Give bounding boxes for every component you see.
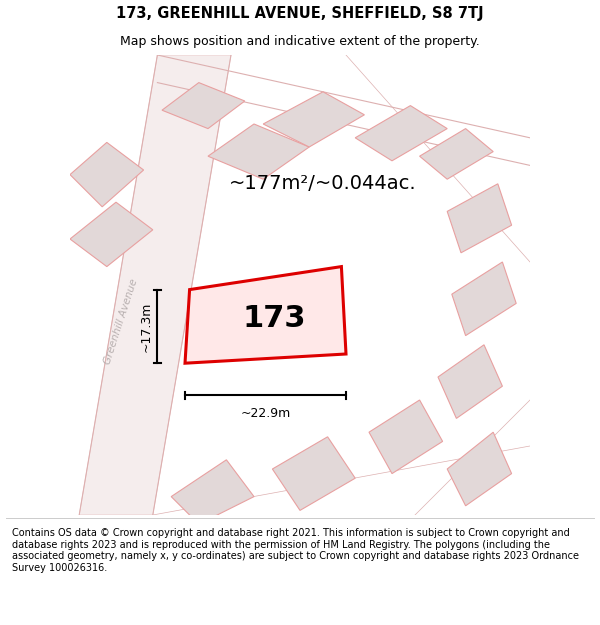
- Polygon shape: [185, 267, 346, 363]
- Polygon shape: [419, 129, 493, 179]
- Polygon shape: [452, 262, 516, 336]
- Text: Map shows position and indicative extent of the property.: Map shows position and indicative extent…: [120, 35, 480, 48]
- Text: 173: 173: [243, 304, 307, 333]
- Polygon shape: [438, 345, 502, 418]
- Polygon shape: [79, 55, 231, 515]
- Polygon shape: [369, 400, 443, 474]
- Text: ~22.9m: ~22.9m: [241, 407, 290, 420]
- Text: ~177m²/~0.044ac.: ~177m²/~0.044ac.: [229, 174, 417, 193]
- Polygon shape: [447, 432, 512, 506]
- Text: 173, GREENHILL AVENUE, SHEFFIELD, S8 7TJ: 173, GREENHILL AVENUE, SHEFFIELD, S8 7TJ: [116, 6, 484, 21]
- Polygon shape: [447, 184, 512, 253]
- Polygon shape: [208, 124, 309, 179]
- Text: Contains OS data © Crown copyright and database right 2021. This information is : Contains OS data © Crown copyright and d…: [12, 528, 579, 573]
- Polygon shape: [171, 460, 254, 524]
- Polygon shape: [355, 106, 447, 161]
- Polygon shape: [272, 437, 355, 511]
- Text: Greenhill Avenue: Greenhill Avenue: [102, 278, 139, 366]
- Polygon shape: [70, 202, 153, 267]
- Text: ~17.3m: ~17.3m: [139, 301, 152, 352]
- Polygon shape: [263, 92, 364, 147]
- Polygon shape: [162, 82, 245, 129]
- Polygon shape: [70, 142, 143, 207]
